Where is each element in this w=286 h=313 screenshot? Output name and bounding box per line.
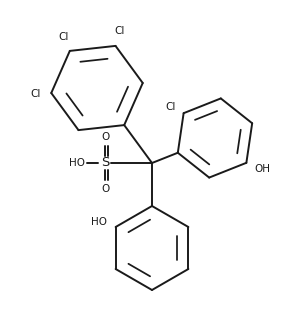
- Text: S: S: [101, 156, 109, 170]
- Text: Cl: Cl: [165, 102, 176, 112]
- Text: Cl: Cl: [115, 26, 125, 36]
- Text: HO: HO: [91, 217, 107, 227]
- Text: Cl: Cl: [30, 89, 40, 99]
- Text: Cl: Cl: [58, 32, 68, 42]
- Text: HO: HO: [69, 158, 85, 168]
- Text: OH: OH: [254, 164, 270, 174]
- Text: O: O: [101, 132, 109, 142]
- Text: O: O: [101, 184, 109, 194]
